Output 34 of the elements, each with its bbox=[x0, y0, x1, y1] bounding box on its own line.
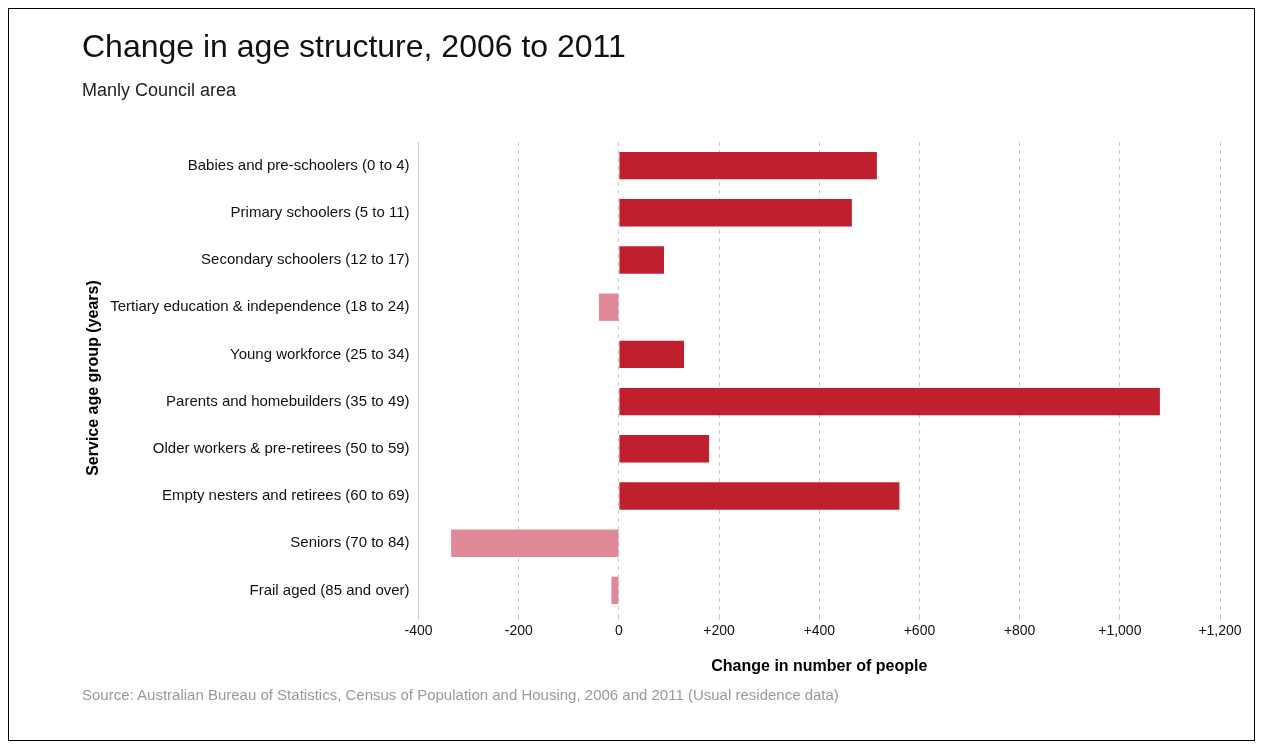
x-axis-title: Change in number of people bbox=[711, 656, 928, 674]
x-tick-label: +1,200 bbox=[1198, 622, 1242, 639]
bar bbox=[619, 199, 852, 227]
bar bbox=[619, 482, 900, 510]
x-tick-label: +800 bbox=[1003, 622, 1036, 639]
x-tick-label: -400 bbox=[404, 622, 433, 639]
y-tick-label: Parents and homebuilders (35 to 49) bbox=[166, 391, 410, 409]
x-tick-label: +1,000 bbox=[1098, 622, 1142, 639]
bar bbox=[619, 246, 664, 274]
text: Manly Council area bbox=[82, 80, 237, 101]
bar bbox=[451, 529, 619, 557]
chart-title: Change in age structure, 2006 to 2011 bbox=[82, 28, 626, 65]
x-tick-label: 0 bbox=[615, 622, 624, 639]
y-tick-label: Frail aged (85 and over) bbox=[249, 580, 410, 598]
x-tick-label: +200 bbox=[703, 622, 736, 639]
y-tick-label: Tertiary education & independence (18 to 24) bbox=[110, 297, 410, 315]
y-tick-label: Empty nesters and retirees (60 to 69) bbox=[161, 486, 410, 504]
bar bbox=[619, 435, 710, 463]
x-tick-label: +600 bbox=[903, 622, 936, 639]
bar bbox=[611, 576, 619, 605]
y-tick-label: Primary schoolers (5 to 11) bbox=[230, 202, 410, 220]
x-tick-label: -200 bbox=[504, 622, 533, 639]
y-tick-label: Seniors (70 to 84) bbox=[290, 533, 410, 551]
y-tick-label: Young workforce (25 to 34) bbox=[230, 344, 410, 362]
bar bbox=[619, 151, 877, 180]
x-tick-label: +400 bbox=[803, 622, 836, 639]
y-tick-label: Older workers & pre-retirees (50 to 59) bbox=[152, 438, 410, 456]
y-tick-label: Babies and pre-schoolers (0 to 4) bbox=[187, 155, 410, 173]
source-note: Source: Australian Bureau of Statistics, Census of Population and Housing, 2006 and 2011 (Usual residence data) bbox=[82, 686, 839, 703]
y-axis-title: Service age group (years) bbox=[84, 280, 102, 476]
y-tick-label: Secondary schoolers (12 to 17) bbox=[201, 250, 410, 268]
bar bbox=[598, 293, 619, 321]
bar bbox=[619, 387, 1160, 416]
bar bbox=[619, 340, 685, 369]
